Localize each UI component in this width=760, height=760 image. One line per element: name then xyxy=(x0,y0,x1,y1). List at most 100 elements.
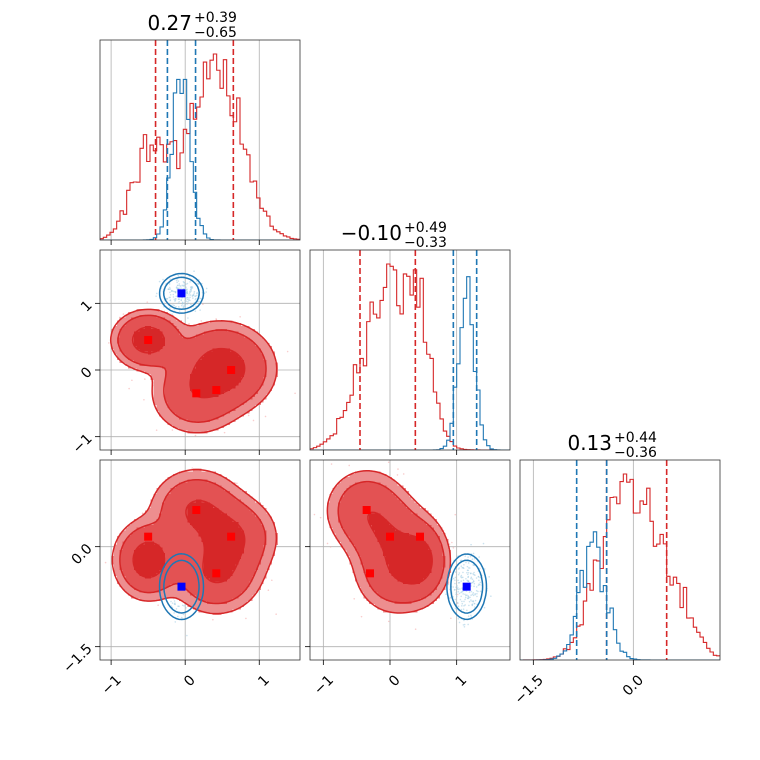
sample-point xyxy=(466,573,469,576)
sample-point xyxy=(177,288,180,290)
sample-point xyxy=(472,581,474,584)
sample-point xyxy=(195,280,198,283)
sample-point xyxy=(466,609,468,612)
sample-point xyxy=(329,546,332,548)
sample-point xyxy=(472,600,475,603)
sample-point xyxy=(468,567,471,569)
sample-point xyxy=(387,461,390,464)
sample-point xyxy=(187,301,189,303)
sample-point xyxy=(472,573,474,575)
sample-point xyxy=(146,301,149,303)
y-tick-label: −1 xyxy=(70,431,96,457)
mode-marker xyxy=(192,389,201,398)
sample-point xyxy=(478,567,481,570)
sample-point xyxy=(462,608,465,611)
sample-point xyxy=(168,283,171,285)
sample-point xyxy=(462,576,464,579)
sample-point xyxy=(459,588,461,590)
sample-point xyxy=(455,608,458,610)
sample-point xyxy=(472,580,475,582)
sample-point xyxy=(193,270,195,272)
sample-point xyxy=(185,300,188,302)
sample-point xyxy=(458,621,461,624)
sample-point xyxy=(454,598,457,601)
sample-point xyxy=(455,586,457,588)
sample-point xyxy=(468,591,471,593)
panel-title-upper: +0.39 xyxy=(194,10,237,26)
histogram-panel-3: 0.13 +0.44−0.36 xyxy=(519,430,721,661)
sample-point xyxy=(476,595,478,598)
density-contour xyxy=(162,276,200,310)
sample-point xyxy=(460,580,463,582)
panel-title-lower: −0.33 xyxy=(404,235,447,251)
sample-point xyxy=(478,556,480,558)
x-tick-label: −1 xyxy=(99,672,125,698)
histogram-series-1 xyxy=(520,473,720,660)
sample-point xyxy=(171,429,174,431)
sample-point xyxy=(193,290,196,293)
sample-point xyxy=(308,474,310,476)
sample-point xyxy=(467,571,470,574)
density-contour xyxy=(450,559,484,614)
panel-title-value: −0.10 xyxy=(341,221,402,245)
sample-point xyxy=(128,387,130,390)
sample-point xyxy=(180,616,183,619)
sample-point xyxy=(463,600,465,603)
sample-point xyxy=(184,287,186,289)
sample-point xyxy=(458,592,461,595)
sample-point xyxy=(190,290,193,292)
sample-point xyxy=(173,603,176,605)
sample-point xyxy=(460,574,463,577)
sample-point xyxy=(483,606,486,609)
sample-point xyxy=(465,590,468,592)
sample-point xyxy=(460,605,463,607)
sample-point xyxy=(143,398,145,401)
sample-point xyxy=(188,322,190,325)
sample-point xyxy=(471,578,474,580)
sample-point xyxy=(174,298,177,300)
sample-point xyxy=(467,595,469,597)
sample-point xyxy=(473,585,475,588)
sample-point xyxy=(457,582,460,584)
density-contour xyxy=(158,272,205,314)
sample-point xyxy=(326,542,329,545)
sample-point xyxy=(462,567,465,570)
sample-point xyxy=(463,619,465,622)
sample-point xyxy=(172,296,175,298)
sample-point xyxy=(169,299,172,301)
mode-marker xyxy=(416,532,424,541)
sample-point xyxy=(239,315,241,318)
sample-point xyxy=(466,571,468,574)
sample-point xyxy=(174,621,177,623)
sample-point xyxy=(188,298,190,300)
sample-point xyxy=(144,378,146,380)
sample-point xyxy=(402,473,405,475)
sample-point xyxy=(396,474,399,476)
sample-point xyxy=(178,298,180,300)
sample-point xyxy=(471,603,474,606)
sample-point xyxy=(202,303,204,305)
sample-point xyxy=(172,293,175,296)
panel-title-lower: −0.36 xyxy=(614,445,657,461)
sample-point xyxy=(387,620,390,623)
sample-point xyxy=(465,577,467,580)
y-tick-label: 1 xyxy=(78,298,96,316)
sample-point xyxy=(200,297,202,300)
sample-point xyxy=(193,292,195,294)
sample-point xyxy=(483,568,486,570)
sample-point xyxy=(178,284,181,287)
density-3-1-frame xyxy=(99,459,301,661)
sample-point xyxy=(173,298,176,301)
density-marks xyxy=(104,467,278,637)
density-contour xyxy=(111,468,278,615)
x-tick-label: 1 xyxy=(453,672,471,690)
sample-point xyxy=(476,592,478,595)
sample-point xyxy=(166,297,169,300)
sample-point xyxy=(455,595,458,598)
sample-point xyxy=(454,579,456,581)
x-tick-label: 0 xyxy=(386,672,404,690)
sample-point xyxy=(469,596,471,599)
sample-point xyxy=(286,350,289,353)
y-tick-label: 0.0 xyxy=(69,541,96,568)
sample-point xyxy=(464,604,466,606)
